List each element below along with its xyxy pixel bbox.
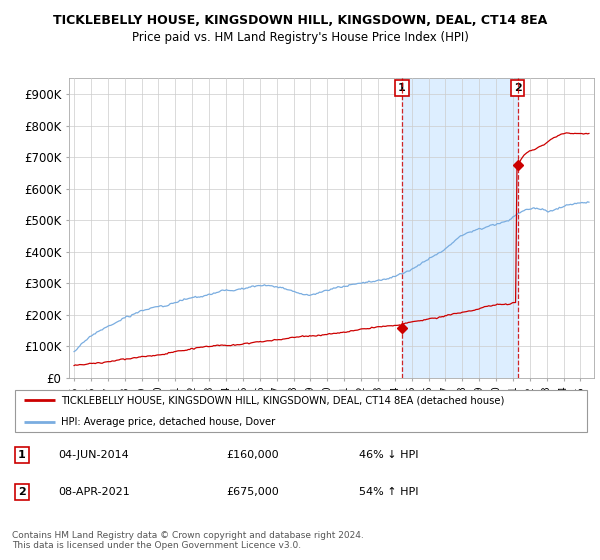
- Text: 04-JUN-2014: 04-JUN-2014: [58, 450, 129, 460]
- Text: 2: 2: [18, 487, 26, 497]
- Text: TICKLEBELLY HOUSE, KINGSDOWN HILL, KINGSDOWN, DEAL, CT14 8EA: TICKLEBELLY HOUSE, KINGSDOWN HILL, KINGS…: [53, 14, 547, 27]
- Bar: [402, 78, 518, 378]
- Text: Contains HM Land Registry data © Crown copyright and database right 2024.
This d: Contains HM Land Registry data © Crown c…: [12, 531, 364, 550]
- FancyBboxPatch shape: [15, 390, 587, 432]
- Text: £675,000: £675,000: [226, 487, 279, 497]
- Text: 08-APR-2021: 08-APR-2021: [58, 487, 130, 497]
- Text: 2: 2: [514, 83, 521, 93]
- Text: Price paid vs. HM Land Registry's House Price Index (HPI): Price paid vs. HM Land Registry's House …: [131, 31, 469, 44]
- Text: 46% ↓ HPI: 46% ↓ HPI: [359, 450, 419, 460]
- Text: 54% ↑ HPI: 54% ↑ HPI: [359, 487, 419, 497]
- Text: 1: 1: [18, 450, 26, 460]
- Text: HPI: Average price, detached house, Dover: HPI: Average price, detached house, Dove…: [61, 417, 275, 427]
- Text: TICKLEBELLY HOUSE, KINGSDOWN HILL, KINGSDOWN, DEAL, CT14 8EA (detached house): TICKLEBELLY HOUSE, KINGSDOWN HILL, KINGS…: [61, 395, 505, 405]
- Text: £160,000: £160,000: [226, 450, 279, 460]
- Text: 1: 1: [398, 83, 406, 93]
